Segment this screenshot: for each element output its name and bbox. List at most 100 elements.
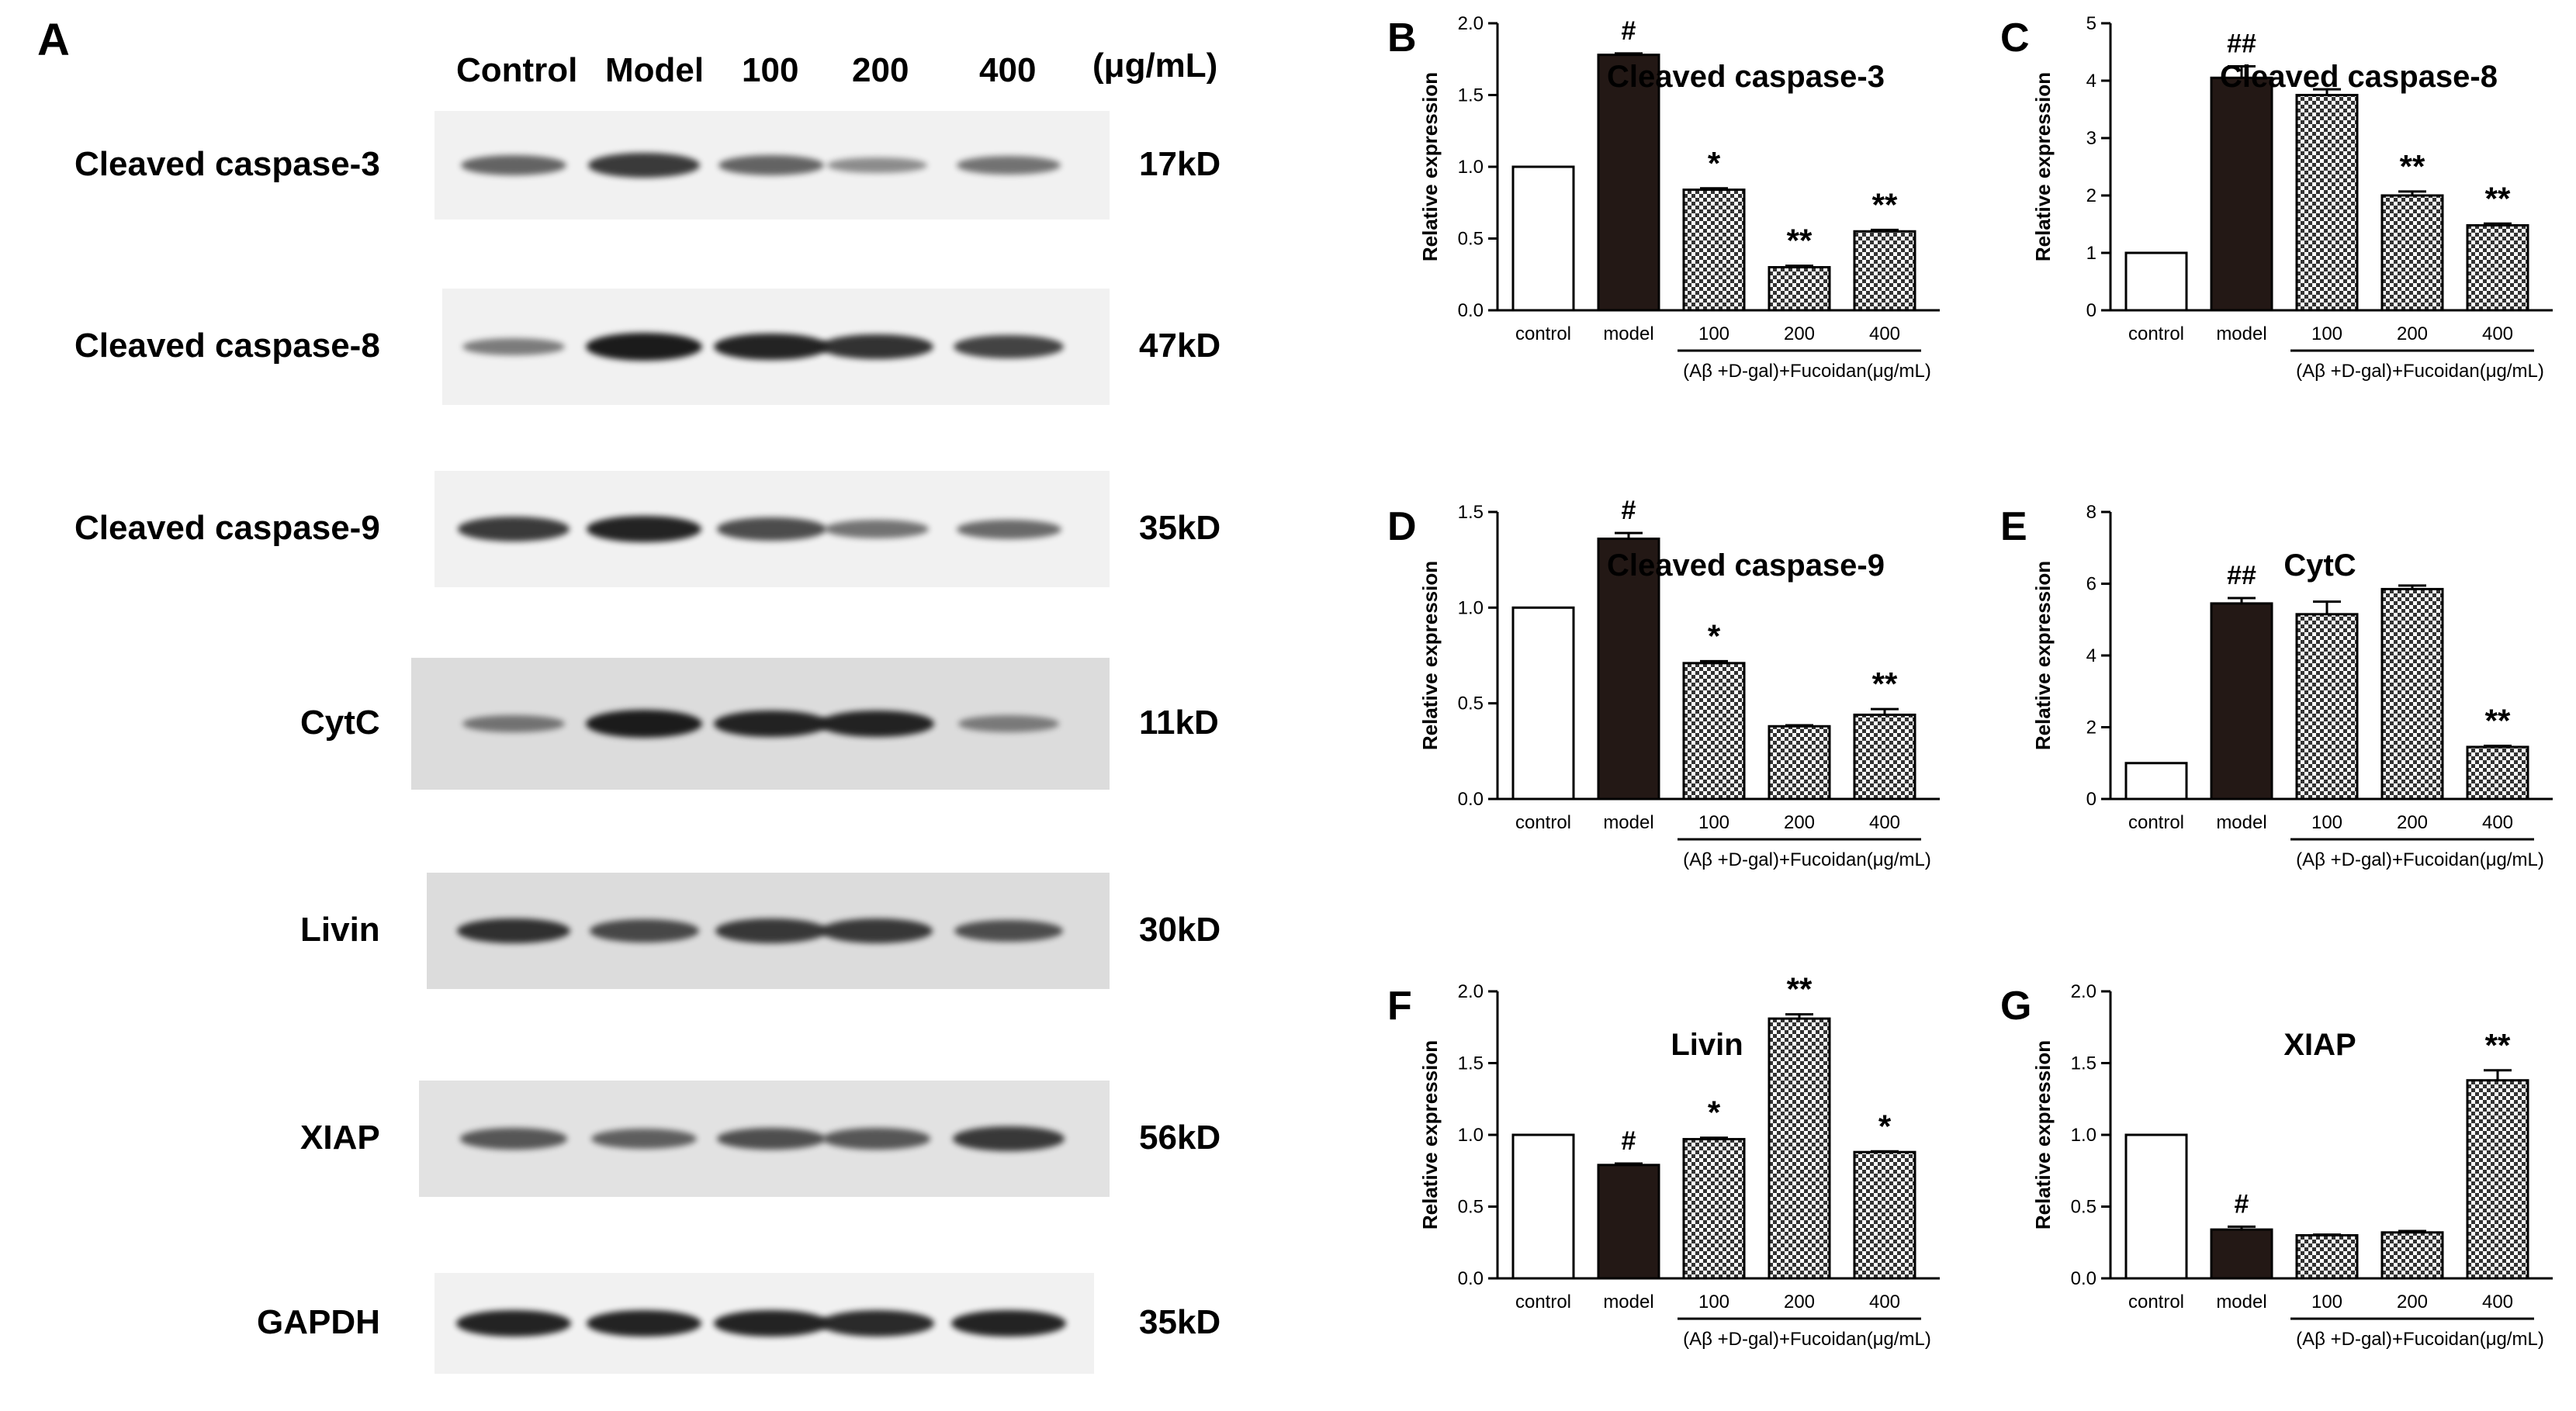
bar (1511, 606, 1575, 801)
panel-letter: G (2000, 984, 2031, 1029)
y-axis-label: Relative expression (2031, 1040, 2055, 1229)
significance-marker: ** (2485, 180, 2511, 216)
blot-band (586, 1309, 702, 1337)
bar (1682, 662, 1746, 801)
panel-letter: C (2000, 16, 2030, 61)
blot-band (460, 1128, 567, 1150)
bar (2466, 223, 2529, 312)
bar (1768, 725, 1831, 801)
bar (2466, 1079, 2529, 1280)
blot-band (713, 333, 829, 361)
y-tick-label: 0.5 (1458, 1197, 1484, 1218)
y-tick-label: 0.0 (1458, 300, 1484, 321)
molecular-weight-label: 35kD (1139, 509, 1221, 547)
y-tick-label: 0.5 (1458, 229, 1484, 250)
bar (1768, 266, 1831, 312)
lane-label-100: 100 (742, 51, 799, 89)
lane-label-400: 400 (979, 51, 1037, 89)
blot-band (819, 710, 935, 738)
blot-band (826, 157, 927, 174)
y-tick-label: 8 (2086, 502, 2096, 523)
chart-title: Livin (1671, 1028, 1743, 1062)
significance-marker: * (1708, 617, 1721, 654)
blot-band (586, 710, 702, 738)
blot-band (462, 337, 565, 356)
blot-band (953, 1126, 1065, 1151)
chart-title: Cleaved caspase-9 (1607, 548, 1885, 583)
blot-image (419, 1081, 1110, 1197)
y-tick-label: 1.0 (1458, 1125, 1484, 1146)
significance-marker: ** (1787, 971, 1813, 1008)
protein-label: GAPDH (257, 1303, 380, 1341)
x-tick-label: 100 (2311, 812, 2342, 833)
blot-band (954, 919, 1063, 942)
bar-chart-d: D 0.0 0.5 1.0 1.5 Relative expression control m… (1387, 496, 1940, 870)
bar (1853, 230, 1916, 312)
bar (2210, 76, 2273, 312)
significance-marker: ** (1787, 223, 1813, 259)
blot-image (427, 873, 1110, 989)
significance-marker: * (1878, 1108, 1892, 1144)
x-tick-label: 200 (2397, 1292, 2428, 1312)
lane-label-control: Control (456, 51, 578, 89)
blot-band (953, 334, 1065, 359)
x-tick-label: control (1515, 323, 1571, 344)
bar (2466, 745, 2529, 801)
x-tick-label: 200 (1784, 812, 1815, 833)
blot-band (717, 1127, 826, 1150)
chart-title: XIAP (2283, 1028, 2356, 1062)
y-tick-label: 1.5 (1458, 502, 1484, 523)
bar (1853, 1150, 1916, 1280)
blot-image (435, 471, 1110, 587)
x-tick-label: model (1603, 323, 1653, 344)
bar (1597, 54, 1660, 312)
y-axis-label: Relative expression (2031, 72, 2055, 261)
group-label: (Aβ +D-gal)+Fucoidan(μg/mL) (1683, 1329, 1931, 1350)
panel-letter: E (2000, 504, 2027, 549)
x-tick-label: 100 (1698, 323, 1729, 344)
x-tick-label: model (1603, 1292, 1653, 1312)
x-tick-label: 100 (2311, 323, 2342, 344)
y-axis-label: Relative expression (2031, 561, 2055, 750)
y-tick-label: 1.5 (1458, 1053, 1484, 1074)
bar (2380, 1231, 2444, 1280)
blot-band (950, 1309, 1067, 1337)
y-tick-label: 1.5 (2071, 1053, 2096, 1074)
blot-band (819, 1310, 934, 1337)
y-tick-label: 1.0 (1458, 597, 1484, 618)
y-axis-label: Relative expression (1418, 561, 1442, 750)
blot-image (411, 658, 1110, 790)
x-tick-label: control (1515, 812, 1571, 833)
blot-band (458, 517, 570, 541)
significance-marker: ** (1872, 666, 1898, 702)
bar (1597, 538, 1660, 801)
molecular-weight-label: 56kD (1139, 1119, 1221, 1157)
bar (1682, 188, 1746, 312)
y-tick-label: 2 (2086, 185, 2096, 206)
blot-band (715, 918, 827, 943)
y-tick-label: 0.5 (1458, 693, 1484, 714)
x-tick-label: model (2216, 812, 2266, 833)
blot-image (442, 289, 1110, 405)
x-tick-label: 400 (2482, 323, 2513, 344)
blot-band (457, 918, 570, 944)
bar (2380, 194, 2444, 312)
bar (2210, 1228, 2273, 1280)
y-tick-label: 2.0 (1458, 13, 1484, 34)
x-tick-label: 400 (2482, 1292, 2513, 1312)
panel-letter: D (1387, 504, 1417, 549)
significance-marker: ** (1872, 186, 1898, 223)
blot-band (716, 517, 826, 541)
significance-marker: ** (2485, 1027, 2511, 1063)
chart-title: Cleaved caspase-8 (2220, 60, 2498, 94)
molecular-weight-label: 47kD (1139, 327, 1221, 365)
chart-title: CytC (2283, 548, 2356, 583)
bar (2295, 94, 2359, 312)
chart-title: Cleaved caspase-3 (1607, 60, 1885, 94)
protein-label: XIAP (300, 1119, 380, 1157)
significance-marker: ** (2485, 703, 2511, 739)
blot-band (713, 1309, 829, 1337)
x-tick-label: 200 (2397, 323, 2428, 344)
y-tick-label: 2.0 (2071, 981, 2096, 1002)
y-tick-label: 0 (2086, 300, 2096, 321)
